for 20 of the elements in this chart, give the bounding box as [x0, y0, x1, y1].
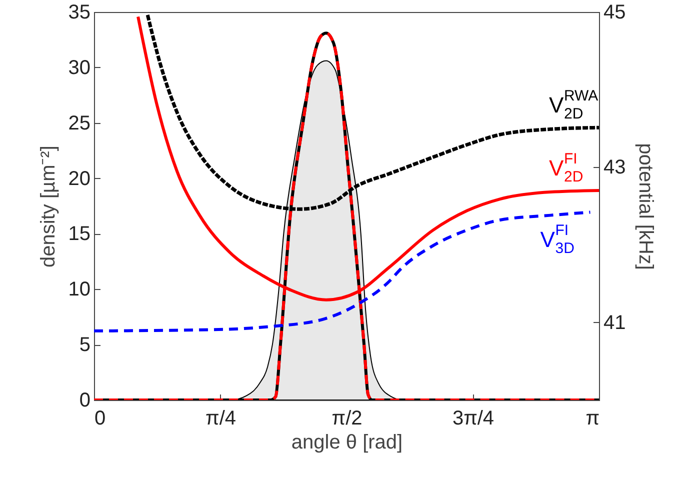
x-axis-title: angle θ [rad]: [291, 432, 403, 454]
y-axis-title: density [µm⁻²]: [37, 146, 60, 268]
y-tick-label: 20: [68, 168, 90, 190]
y-tick-label: 35: [68, 2, 90, 24]
x-tick-label: π/4: [206, 408, 236, 430]
x-tick-label: π/2: [332, 408, 362, 430]
y2-axis-title: potential [kHz]: [634, 143, 657, 270]
y-tick-label: 5: [79, 334, 90, 356]
y2-tick-label: 45: [604, 2, 626, 24]
y-tick-label: 10: [68, 278, 90, 301]
y2-tick-label: 41: [604, 312, 626, 334]
y-tick-label: 30: [68, 56, 90, 79]
x-tick-label: π: [586, 408, 600, 430]
y2-tick-label: 43: [604, 156, 626, 179]
y-tick-label: 25: [68, 112, 90, 134]
y-tick-label: 15: [68, 223, 90, 246]
y-tick-label: 0: [79, 390, 90, 412]
x-tick-label: 0: [94, 408, 106, 430]
line-series: [94, 210, 592, 332]
x-tick-label: 3π/4: [452, 408, 494, 430]
